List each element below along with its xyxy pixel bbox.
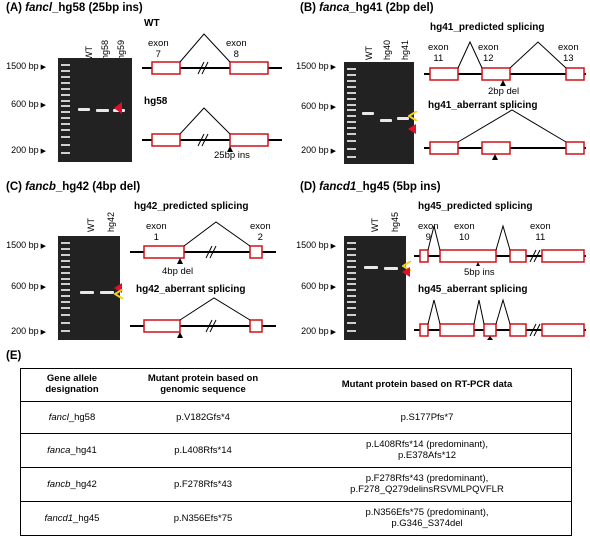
aberrant-splicing-diagram <box>130 297 276 338</box>
gel-image <box>344 236 406 340</box>
gel-image <box>344 62 414 164</box>
gene-cell: fancl_hg58 <box>48 412 96 423</box>
table-header: Mutant protein based on genomic sequence <box>147 373 259 395</box>
panel-c-title: (C) fancb_hg42 (4bp del) <box>6 181 141 193</box>
red-arrow-icon <box>114 102 122 114</box>
rtpcr-cell: p.S177Pfs*7 <box>400 412 454 423</box>
gel-band <box>100 291 114 294</box>
genomic-cell: p.V182Gfs*4 <box>176 412 230 423</box>
panel-d-title: (D) fancd1_hg45 (5bp ins) <box>300 181 441 193</box>
gel-band <box>380 119 392 122</box>
table-row: fancb_hg42 p.F278Rfs*43 p.F278Rfs*43 (pr… <box>21 467 571 502</box>
bp-1500: 1500 bp <box>2 240 46 250</box>
lane-label: hg41 <box>400 39 410 60</box>
lane-label: hg40 <box>382 39 392 60</box>
hg58-label: hg58 <box>144 96 168 107</box>
aberrant-splicing-label: hg45_aberrant splicing <box>418 284 528 295</box>
mutation-table: Gene allele designation Mutant protein b… <box>20 368 572 536</box>
predicted-splicing-diagram <box>130 221 276 264</box>
lane-label: WT <box>364 46 374 60</box>
predicted-splicing-diagram <box>424 40 586 86</box>
table-header: Gene allele designation <box>45 373 99 395</box>
lane-label: hg59 <box>116 39 126 60</box>
gene-cell: fancd1_hg45 <box>44 513 100 524</box>
exon-11-label: exon 11 <box>530 221 551 243</box>
exon-2-label: exon 2 <box>250 221 271 243</box>
genomic-cell: p.F278Rfs*43 <box>173 479 233 490</box>
gel-band <box>362 112 374 115</box>
yellow-arrow-icon <box>114 289 124 299</box>
mutant-splicing-diagram <box>142 107 282 152</box>
gel-band <box>80 291 94 294</box>
table-row: fancd1_hg45 p.N356Efs*75 p.N356Efs*75 (p… <box>21 501 571 535</box>
exon-13-label: exon 13 <box>558 42 579 64</box>
panel-b-title: (B) fanca_hg41 (2bp del) <box>300 2 434 14</box>
predicted-splicing-label: hg42_predicted splicing <box>134 201 249 212</box>
ladder <box>61 236 70 340</box>
exon-1-label: exon 1 <box>146 221 167 243</box>
panel-a-title: (A) fancl_hg58 (25bp ins) <box>6 2 143 14</box>
gel-band <box>96 109 109 112</box>
rtpcr-cell: p.F278Rfs*43 (predominant), p.F278_Q279d… <box>350 473 504 495</box>
lane-label: hg58 <box>100 39 110 60</box>
bp-600: 600 bp <box>292 281 336 291</box>
yellow-arrow-icon <box>408 111 418 121</box>
gel-image <box>58 236 120 340</box>
predicted-splicing-diagram <box>414 224 586 266</box>
gel-band <box>384 267 398 270</box>
aberrant-splicing-diagram <box>424 109 586 160</box>
aberrant-splicing-label: hg42_aberrant splicing <box>136 284 246 295</box>
aberrant-splicing-label: hg41_aberrant splicing <box>428 100 538 111</box>
bp-600: 600 bp <box>2 281 46 291</box>
gel-band <box>397 117 409 120</box>
rtpcr-cell: p.N356Efs*75 (predominant), p.G346_S374d… <box>365 507 489 529</box>
lane-label: WT <box>370 218 380 232</box>
bp-200: 200 bp <box>2 145 46 155</box>
bp-200: 200 bp <box>2 326 46 336</box>
exon-7-label: exon 7 <box>148 38 169 60</box>
aberrant-splicing-diagram <box>414 298 586 340</box>
deletion-label: 2bp del <box>488 86 520 97</box>
exon-10-label: exon 10 <box>454 221 475 243</box>
ladder <box>61 58 70 162</box>
red-arrow-icon <box>402 267 410 277</box>
wt-label: WT <box>144 18 160 29</box>
exon-8-label: exon 8 <box>226 38 247 60</box>
table-header: Mutant protein based on RT-PCR data <box>341 379 513 390</box>
gene-cell: fanca_hg41 <box>47 445 97 456</box>
exon-12-label: exon 12 <box>478 42 499 64</box>
gel-band <box>364 266 378 269</box>
table-row: fanca_hg41 p.L408Rfs*14 p.L408Rfs*14 (pr… <box>21 433 571 468</box>
table-row: fancl_hg58 p.V182Gfs*4 p.S177Pfs*7 <box>21 401 571 434</box>
wt-splicing-diagram <box>142 33 282 75</box>
exon-11-label: exon 11 <box>428 42 449 64</box>
deletion-label: 4bp del <box>162 266 194 277</box>
bp-600: 600 bp <box>2 99 46 109</box>
gel-band <box>78 108 90 111</box>
bp-1500: 1500 bp <box>2 61 46 71</box>
red-arrow-icon <box>408 124 416 134</box>
ladder <box>347 236 356 340</box>
rtpcr-cell: p.L408Rfs*14 (predominant), p.E378Afs*12 <box>366 439 488 461</box>
lane-label: hg42 <box>106 211 116 232</box>
lane-label: WT <box>86 218 96 232</box>
genomic-cell: p.N356Efs*75 <box>173 513 233 524</box>
genomic-cell: p.L408Rfs*14 <box>174 445 232 456</box>
ladder <box>347 62 356 164</box>
bp-1500: 1500 bp <box>292 61 336 71</box>
panel-e-title: (E) <box>6 350 22 362</box>
exon-9-label: exon 9 <box>418 221 439 243</box>
insertion-label: 5bp ins <box>464 267 495 278</box>
bp-200: 200 bp <box>292 326 336 336</box>
insertion-label: 25bp ins <box>214 150 250 161</box>
predicted-splicing-label: hg41_predicted splicing <box>430 22 545 33</box>
bp-600: 600 bp <box>292 101 336 111</box>
gene-cell: fancb_hg42 <box>47 479 97 490</box>
bp-200: 200 bp <box>292 145 336 155</box>
lane-label: hg45 <box>390 211 400 232</box>
predicted-splicing-label: hg45_predicted splicing <box>418 201 533 212</box>
bp-1500: 1500 bp <box>292 240 336 250</box>
